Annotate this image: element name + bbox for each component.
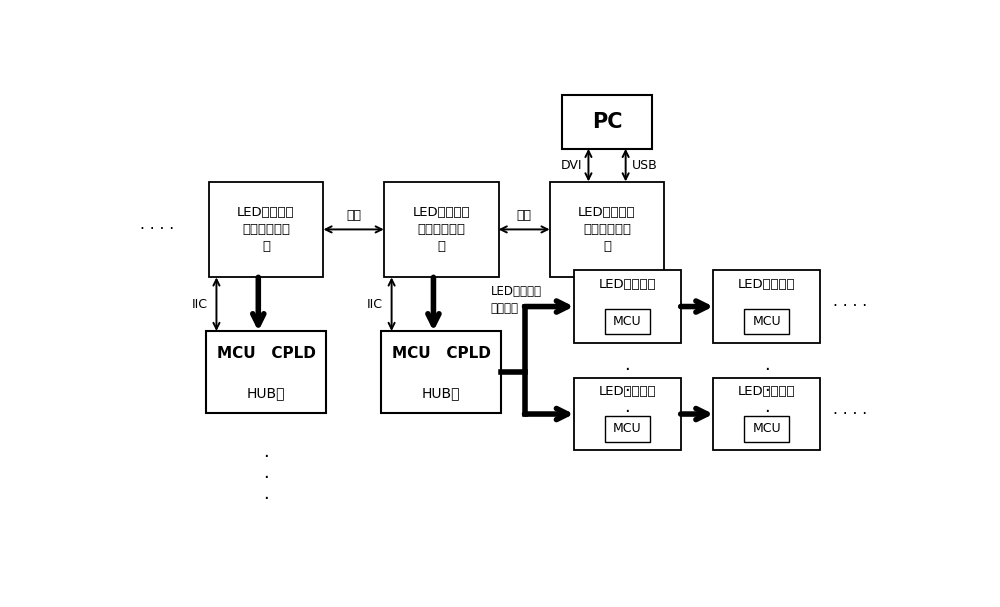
- Text: PC: PC: [592, 112, 622, 132]
- Text: · · · ·: · · · ·: [140, 222, 175, 237]
- Text: LED显示模组
控制信号: LED显示模组 控制信号: [491, 285, 542, 314]
- Text: LED显示屏控
制系统之发送
卡: LED显示屏控 制系统之发送 卡: [578, 206, 636, 253]
- Text: 网口: 网口: [346, 209, 361, 222]
- Text: HUB板: HUB板: [247, 386, 285, 400]
- Bar: [550, 181, 664, 277]
- Bar: [713, 270, 820, 343]
- Text: LED显示屏控
制系统之接收
卡: LED显示屏控 制系统之接收 卡: [412, 206, 470, 253]
- Bar: [605, 416, 650, 442]
- Bar: [605, 308, 650, 334]
- Text: · · · ·: · · · ·: [833, 299, 867, 314]
- Text: · · · ·: · · · ·: [833, 407, 867, 421]
- Text: IIC: IIC: [191, 297, 207, 311]
- Text: LED显示模组: LED显示模组: [598, 385, 656, 398]
- Bar: [562, 95, 652, 149]
- Text: HUB板: HUB板: [422, 386, 460, 400]
- Text: DVI: DVI: [561, 158, 582, 172]
- Text: MCU: MCU: [752, 422, 781, 435]
- Bar: [574, 270, 681, 343]
- Text: 网口: 网口: [517, 209, 532, 222]
- Text: MCU   CPLD: MCU CPLD: [392, 346, 491, 361]
- Text: USB: USB: [632, 158, 658, 172]
- Bar: [713, 378, 820, 450]
- Bar: [381, 331, 501, 413]
- Text: MCU: MCU: [613, 315, 642, 328]
- Text: LED显示模组: LED显示模组: [738, 278, 796, 291]
- Bar: [574, 378, 681, 450]
- Text: IIC: IIC: [367, 297, 383, 311]
- Text: ·
·
·: · · ·: [263, 448, 269, 507]
- Text: LED显示屏控
制系统之接收
卡: LED显示屏控 制系统之接收 卡: [237, 206, 295, 253]
- Text: LED显示模组: LED显示模组: [738, 385, 796, 398]
- Text: ·
·
·: · · ·: [764, 361, 770, 421]
- Bar: [384, 181, 499, 277]
- Text: MCU: MCU: [613, 422, 642, 435]
- Bar: [209, 181, 323, 277]
- Bar: [744, 308, 789, 334]
- Text: MCU: MCU: [752, 315, 781, 328]
- Bar: [206, 331, 326, 413]
- Bar: [744, 416, 789, 442]
- Text: MCU   CPLD: MCU CPLD: [217, 346, 315, 361]
- Text: ·
·
·: · · ·: [624, 361, 630, 421]
- Text: LED显示模组: LED显示模组: [598, 278, 656, 291]
